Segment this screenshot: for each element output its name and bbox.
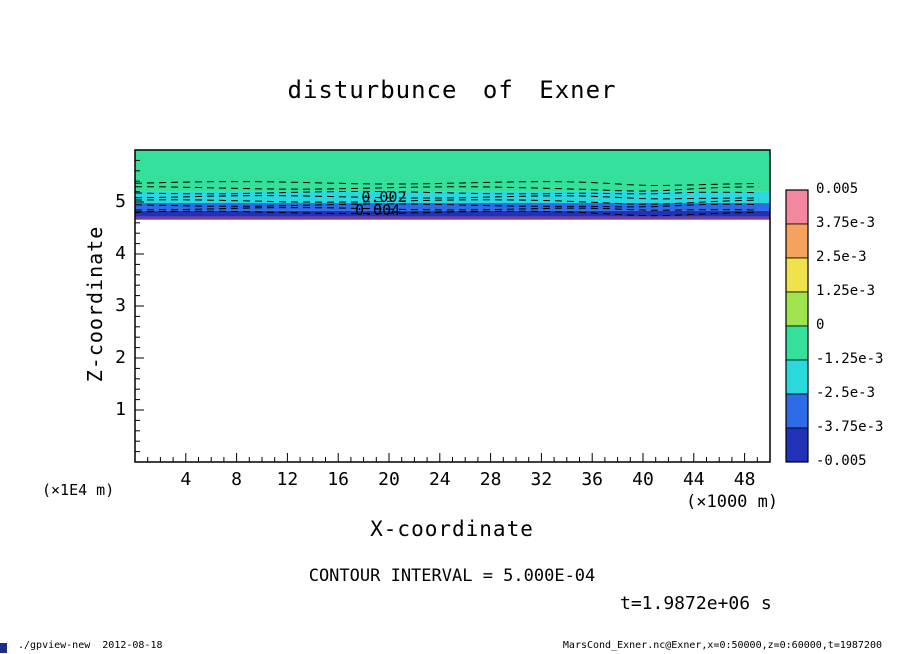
tone-band [135, 203, 770, 211]
x-tick-label: 8 [231, 469, 243, 490]
colorbar-segment [785, 291, 809, 327]
colorbar-segment [785, 223, 809, 259]
x-tick-label: 32 [530, 469, 553, 490]
x-tick-label: 4 [180, 469, 192, 490]
x-tick-label: 12 [276, 469, 299, 490]
time-label: t=1.9872e+06 s [620, 593, 772, 614]
y-tick-label: 2 [115, 347, 126, 368]
colorbar-tick-label: -0.005 [816, 453, 867, 469]
colorbar-tick-label: 0.005 [816, 181, 859, 197]
tone-band [135, 210, 770, 217]
colorbar-segment [785, 359, 809, 395]
tone-band [135, 216, 770, 220]
contour-line [134, 210, 760, 217]
footer-file-text: MarsCond_Exner.nc@Exner,x=0:50000,z=0:60… [562, 640, 882, 651]
colorbar-frame [785, 189, 809, 463]
tone-band [135, 191, 770, 204]
contour-line [134, 195, 760, 200]
footer-marker [0, 643, 7, 653]
y-tick-label: 3 [115, 295, 126, 316]
x-axis-label: X-coordinate [370, 517, 534, 541]
y-tick-label: 4 [115, 243, 126, 264]
x-tick-label: 44 [682, 469, 705, 490]
colorbar-tick-label: -2.5e-3 [816, 385, 876, 401]
y-tick-label: 5 [115, 191, 126, 212]
contour-line [134, 199, 760, 205]
colorbar-tick-label: 0 [816, 317, 825, 333]
x-tick-label: 16 [327, 469, 350, 490]
tone-band [135, 150, 770, 192]
y-tick-label: 1 [115, 399, 126, 420]
contour-interval-label: CONTOUR INTERVAL = 5.000E-04 [308, 566, 596, 586]
colorbar-segment [785, 393, 809, 429]
contour-line [134, 203, 760, 208]
colorbar-tick-label: -3.75e-3 [816, 419, 884, 435]
y-axis-unit: (×1E4 m) [42, 481, 115, 499]
colorbar-tick-label: 3.75e-3 [816, 215, 876, 231]
plot-title: disturbunce of Exner [287, 76, 617, 104]
footer-command-text: ./gpview-new 2012-08-18 [18, 640, 163, 651]
contour-line [134, 207, 760, 211]
colorbar-tick-label: 1.25e-3 [816, 283, 876, 299]
colorbar-segment [785, 427, 809, 463]
x-tick-label: 28 [479, 469, 502, 490]
contour-line [135, 186, 760, 192]
x-tick-label: 24 [428, 469, 451, 490]
contour-label: 0.004 [355, 201, 400, 219]
x-tick-label: 48 [733, 469, 756, 490]
colorbar-tick-label: -1.25e-3 [816, 351, 884, 367]
contour-label: 0.002 [361, 188, 406, 206]
x-tick-label: 40 [632, 469, 654, 490]
contour-line [134, 190, 760, 195]
colorbar-tick-label: 2.5e-3 [816, 249, 867, 265]
colorbar-segment [785, 325, 809, 361]
x-tick-label: 36 [581, 469, 604, 490]
x-axis-unit: (×1000 m) [686, 492, 779, 512]
colorbar-segment [785, 189, 809, 225]
x-tick-label: 20 [378, 469, 400, 490]
colorbar-segment [785, 257, 809, 293]
contour-line [134, 181, 760, 186]
